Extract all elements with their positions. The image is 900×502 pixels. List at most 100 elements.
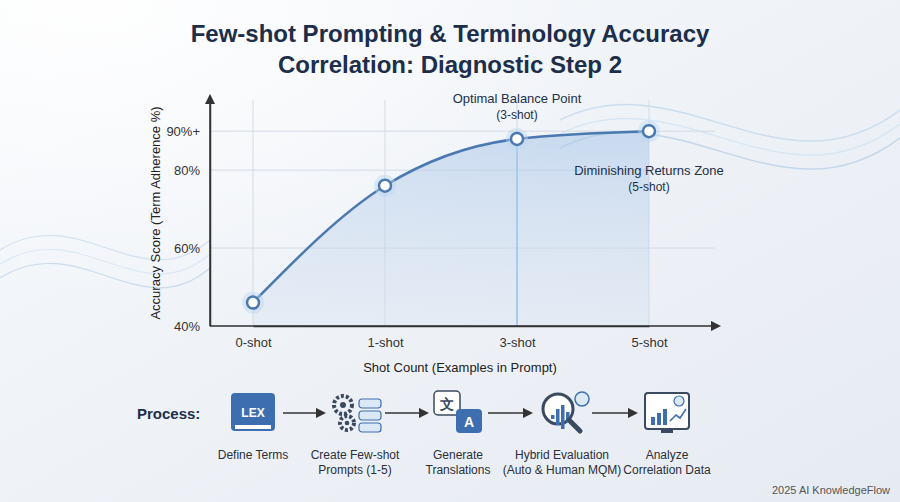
step-icon (645, 393, 689, 433)
step-icon: LEX (231, 393, 275, 431)
y-tick-label: 80% (174, 163, 200, 178)
icon-book (231, 393, 275, 431)
icon-bubble (359, 423, 381, 432)
process-arrow (385, 412, 427, 414)
process-step: LEX Define Terms (218, 393, 288, 462)
y-tick: 40% (174, 319, 210, 334)
icon-bubble (359, 399, 381, 408)
plot-marks (242, 120, 660, 326)
annotation-text: Optimal Balance Point (453, 91, 582, 106)
process-step: Hybrid Evaluation(Auto & Human MQM) (503, 392, 622, 477)
process-arrow (283, 412, 324, 414)
icon-stand (661, 429, 673, 433)
process-step: Create Few-shotPrompts (1-5) (311, 396, 400, 477)
x-tick: 1-shot (367, 326, 404, 350)
point (511, 133, 523, 145)
icon-gear (334, 396, 352, 414)
icon-bubble (359, 411, 381, 420)
x-tick-label: 1-shot (367, 335, 404, 350)
x-tick: 5-shot (631, 326, 668, 350)
icon-gear-hub (345, 421, 350, 426)
icon-screen-bar (657, 413, 661, 425)
point-glow (374, 175, 396, 197)
process-arrow (592, 412, 636, 414)
decor-wave (0, 263, 210, 287)
title-line: Correlation: Diagnostic Step 2 (278, 51, 622, 78)
point (379, 180, 391, 192)
step-label: Translations (426, 463, 491, 477)
point (643, 125, 655, 137)
x-tick-label: 0-shot (235, 335, 272, 350)
process-step: 文A GenerateTranslations (426, 391, 491, 477)
step-icon: 文A (434, 391, 482, 433)
annotation-line (516, 139, 518, 326)
annotation-detail: (5-shot) (628, 180, 669, 194)
y-tick-label: 40% (174, 319, 200, 334)
footer: 2025 AI KnowledgeFlow (772, 484, 890, 496)
step-label: Create Few-shot (311, 448, 400, 462)
chart-root: Few-shot Prompting & Terminology Accurac… (0, 0, 900, 502)
step-label: Hybrid Evaluation (515, 448, 609, 462)
step-label: Analyze (646, 448, 689, 462)
icon-screen-line (670, 409, 686, 421)
step-label: Prompts (1-5) (318, 463, 391, 477)
icon-lens-bar (551, 415, 555, 419)
step-icon (543, 392, 589, 431)
x-tick: 3-shot (499, 326, 536, 350)
process: Process: LEX Define Terms Create Few-shotPr… (137, 391, 711, 477)
title: Few-shot Prompting & Terminology Accurac… (191, 20, 710, 78)
chart-svg: Few-shot Prompting & Terminology Accurac… (0, 0, 900, 502)
y-axis-arrow (209, 96, 211, 326)
icon-text: A (464, 414, 474, 430)
y-tick: 60% (174, 241, 210, 256)
point-glow (638, 120, 660, 142)
icon-lens-handle (569, 420, 580, 431)
icon-lens-bar (556, 409, 560, 425)
x-axis: 0-shot 1-shot 3-shot 5-shot (235, 326, 668, 350)
area (253, 131, 649, 326)
y-tick-label: 60% (174, 241, 200, 256)
point-glow (242, 292, 264, 314)
icon-lens-bar (561, 405, 565, 429)
annotation-detail: (3-shot) (496, 108, 537, 122)
icon-book-pages (235, 425, 271, 429)
icon-screen-pie (674, 396, 684, 406)
step-label: (Auto & Human MQM) (503, 463, 622, 477)
icon-gear (340, 416, 354, 430)
annotation-text: Diminishing Returns Zone (574, 163, 724, 178)
y-tick: 80% (174, 163, 210, 178)
icon-text: 文 (439, 396, 454, 412)
icon-screen (645, 393, 689, 429)
icon-target-box (456, 409, 482, 433)
icon-gear-hub (340, 402, 346, 408)
step-label: Correlation Data (623, 463, 711, 477)
grid (210, 100, 715, 326)
step-label: Define Terms (218, 448, 288, 462)
icon-text: LEX (241, 406, 264, 420)
y-axis-title: Accuracy Score (Term Adherence %) (148, 106, 163, 319)
step-icon (334, 396, 381, 432)
x-axis-arrow (210, 325, 719, 327)
x-tick-label: 5-shot (631, 335, 668, 350)
x-tick: 0-shot (235, 326, 272, 350)
background (0, 0, 900, 502)
icon-source-box (434, 391, 460, 415)
process-step: AnalyzeCorrelation Data (623, 393, 711, 477)
x-tick-label: 3-shot (499, 335, 536, 350)
icon-screen-bar (651, 417, 655, 425)
line (253, 131, 649, 302)
background-glow (0, 0, 900, 502)
icon-mini-pie (575, 392, 589, 406)
title-line: Few-shot Prompting & Terminology Accurac… (191, 20, 710, 47)
point (247, 297, 259, 309)
decor-wave (0, 235, 210, 259)
y-tick: 90%+ (166, 124, 210, 139)
y-tick-label: 90%+ (166, 124, 200, 139)
annotations: Optimal Balance Point (3-shot) Diminishing… (453, 91, 724, 194)
icon-screen-bar (663, 409, 667, 425)
point-glow (506, 128, 528, 150)
step-label: Generate (433, 448, 483, 462)
process-label: Process: (137, 405, 200, 422)
y-axis: 40% 60% 80% 90%+ (166, 101, 210, 334)
x-axis-title: Shot Count (Examples in Prompt) (363, 360, 557, 375)
